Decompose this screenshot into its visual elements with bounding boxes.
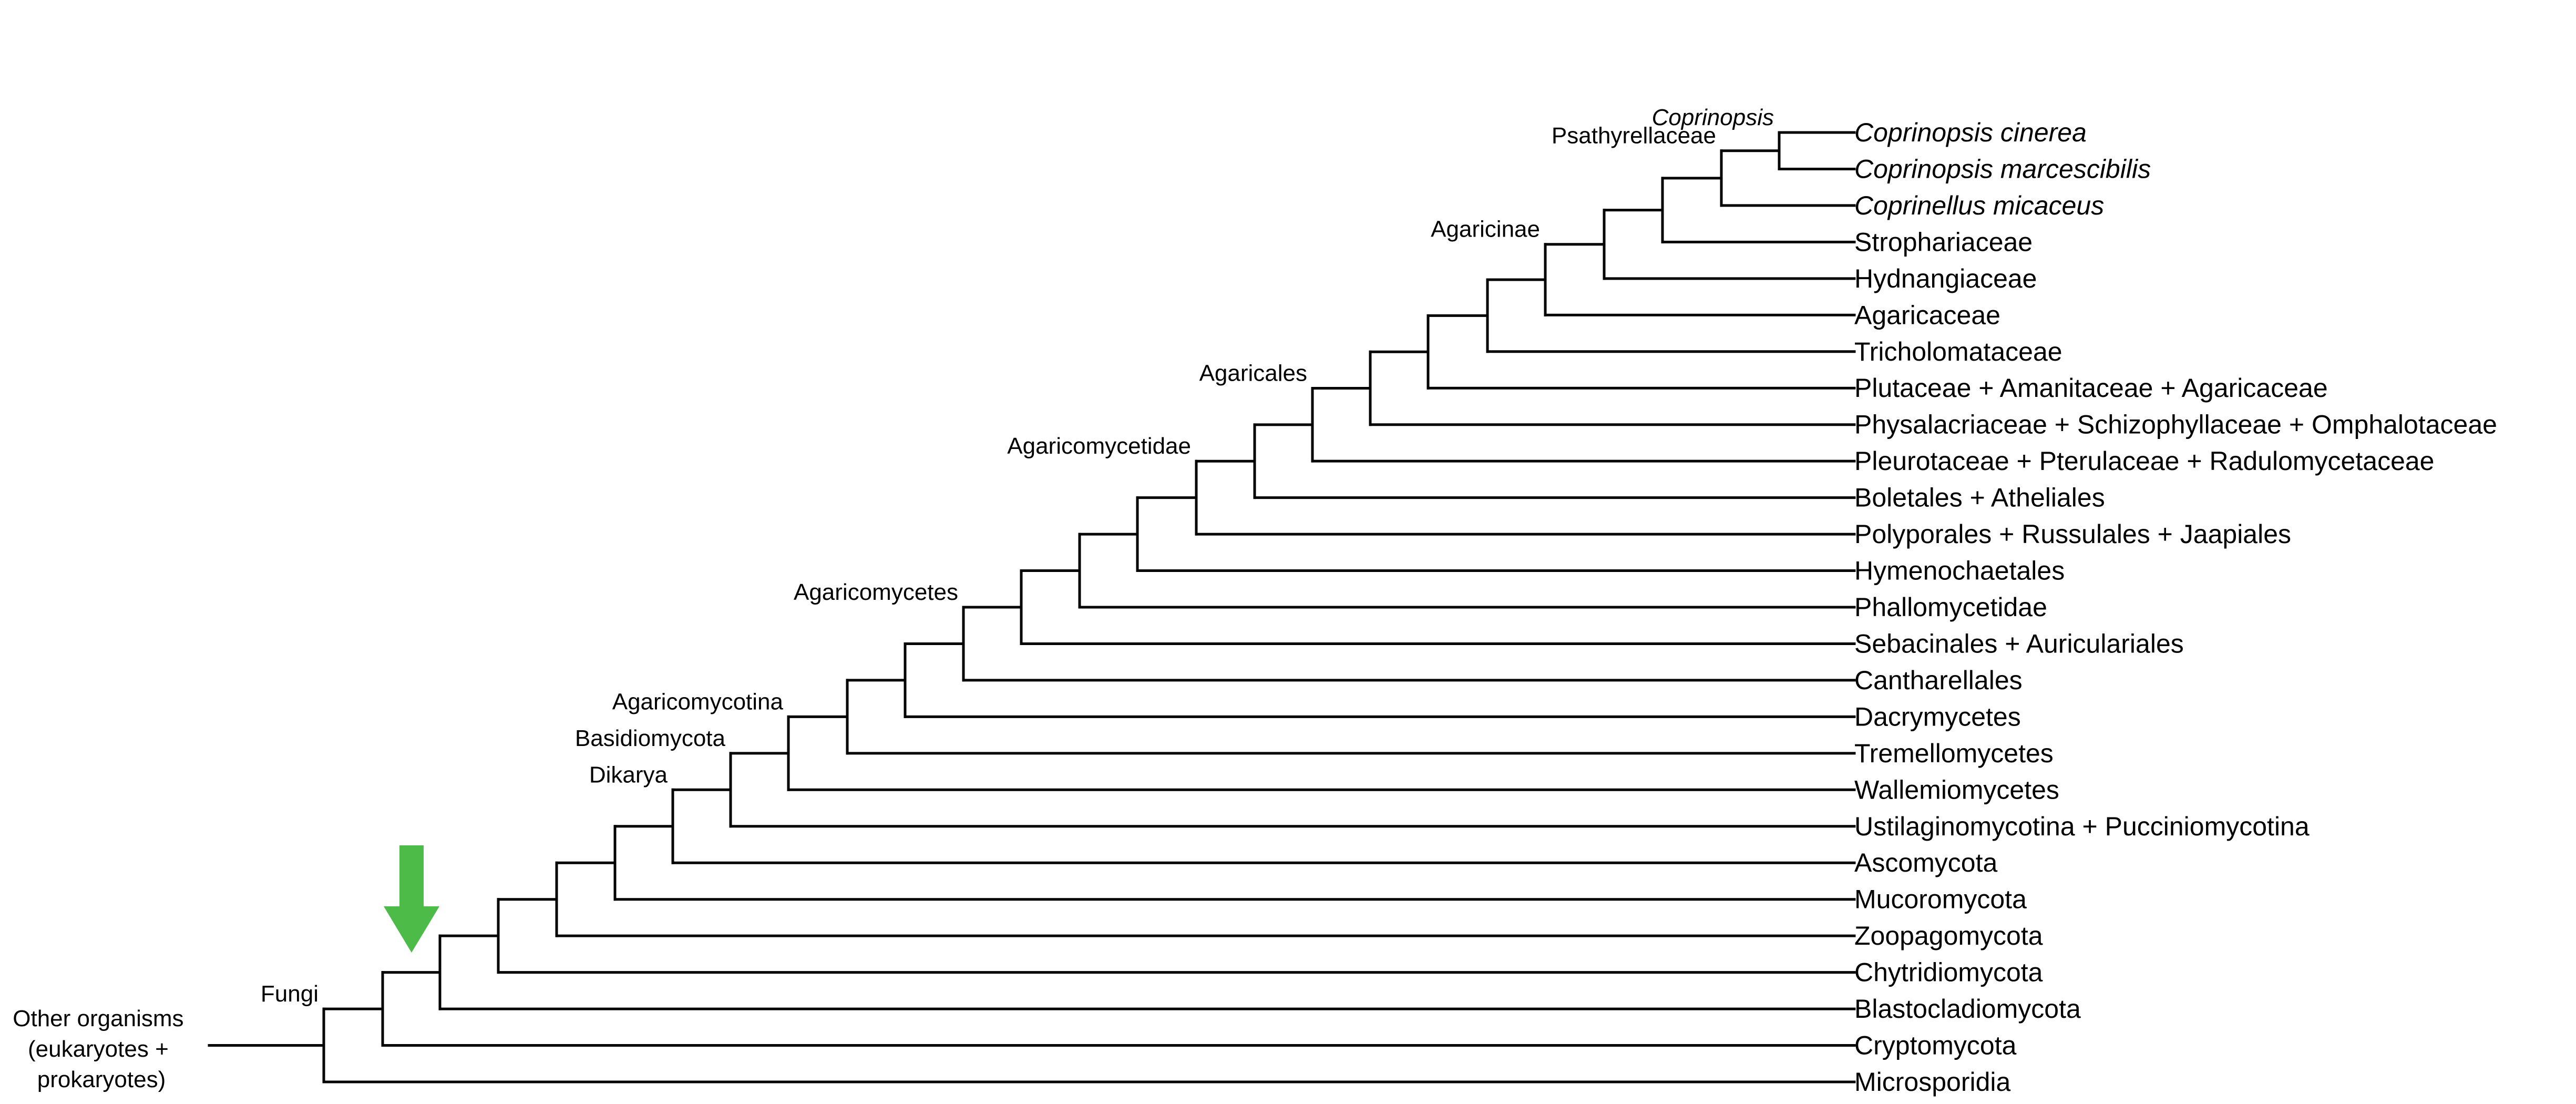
taxon-label: Polyporales + Russulales + Jaapiales <box>1854 519 2291 549</box>
taxon-label: Coprinellus micaceus <box>1854 191 2104 220</box>
taxon-label: Microsporidia <box>1854 1067 2011 1097</box>
tree-branches <box>322 131 1856 1083</box>
taxon-label: Tremellomycetes <box>1854 739 2054 768</box>
taxon-label: Mucoromycota <box>1854 885 2027 914</box>
clade-label: Fungi <box>261 981 319 1007</box>
clade-label: Agaricomycetidae <box>1007 433 1191 459</box>
marker-arrow-head <box>384 906 439 953</box>
taxon-label: Cantharellales <box>1854 666 2023 695</box>
taxon-label: Phallomycetidae <box>1854 592 2047 622</box>
taxon-label: Hydnangiaceae <box>1854 264 2037 293</box>
root-label-line: Other organisms <box>13 1006 183 1031</box>
marker-arrow-icon <box>384 845 439 953</box>
root: Other organisms (eukaryotes + prokaryote… <box>13 1006 325 1092</box>
taxon-label: Sebacinales + Auriculariales <box>1854 629 2184 658</box>
clade-label: Coprinopsis <box>1652 105 1774 130</box>
taxon-label: Plutaceae + Amanitaceae + Agaricaceae <box>1854 373 2328 403</box>
taxon-label: Zoopagomycota <box>1854 921 2043 950</box>
taxon-label: Pleurotaceae + Pterulaceae + Radulomycet… <box>1854 446 2435 476</box>
leaf-labels: Coprinopsis cinerea Coprinopsis marcescib… <box>1854 118 2497 1097</box>
taxon-label: Physalacriaceae + Schizophyllaceae + Omp… <box>1854 410 2497 439</box>
clade-label: Agaricales <box>1199 361 1307 386</box>
clade-label: Agaricomycetes <box>794 579 958 605</box>
taxon-label: Coprinopsis marcescibilis <box>1854 154 2151 183</box>
clade-label: Psathyrellaceae <box>1552 123 1716 149</box>
clade-label: Basidiomycota <box>575 725 726 751</box>
clade-label: Dikarya <box>589 762 668 788</box>
taxon-label: Agaricaceae <box>1854 300 2000 330</box>
taxon-label: Hymenochaetales <box>1854 556 2065 586</box>
taxon-label: Ascomycota <box>1854 848 1998 877</box>
taxon-label: Ustilaginomycotina + Pucciniomycotina <box>1854 812 2310 841</box>
taxon-label: Cryptomycota <box>1854 1031 2017 1060</box>
taxon-label: Wallemiomycetes <box>1854 775 2059 804</box>
marker-arrow-shaft <box>399 845 424 908</box>
taxon-label: Blastocladiomycota <box>1854 994 2081 1024</box>
clade-label: Agaricomycotina <box>612 689 784 714</box>
root-label-line: (eukaryotes + <box>28 1036 169 1062</box>
root-label-line: prokaryotes) <box>37 1067 166 1092</box>
taxon-label: Tricholomataceae <box>1854 337 2062 366</box>
root-label: Other organisms (eukaryotes + prokaryote… <box>13 1006 190 1092</box>
taxon-label: Strophariaceae <box>1854 227 2033 257</box>
taxon-label: Coprinopsis cinerea <box>1854 118 2087 147</box>
taxon-label: Boletales + Atheliales <box>1854 483 2105 513</box>
taxon-label: Chytridiomycota <box>1854 958 2043 987</box>
clade-label: Agaricinae <box>1431 217 1540 242</box>
taxon-label: Dacrymycetes <box>1854 702 2021 731</box>
